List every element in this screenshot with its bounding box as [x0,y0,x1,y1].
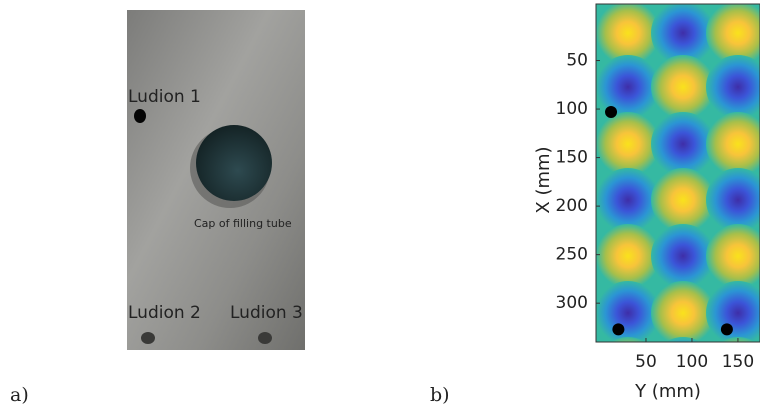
ludion-label: Ludion 3 [230,303,303,323]
field-blob [706,224,760,288]
field-blob [651,112,715,176]
ludion-label: Ludion 2 [128,303,201,323]
field-blob [596,4,660,65]
photo [127,10,305,350]
panel-label: a) [10,384,29,406]
field-blob [706,168,760,232]
ludion-label: Ludion 1 [128,87,201,107]
y-tick-label: 300 [556,293,588,313]
ludion-point [720,323,733,336]
field-blob [706,55,760,119]
x-axis-label: Y (mm) [634,381,701,402]
y-tick-label: 250 [556,245,588,265]
cap-label: Cap of filling tube [194,217,292,230]
ludion-point [605,105,618,118]
y-tick-label: 100 [556,99,588,119]
field-blob [596,112,660,176]
field-blob [596,168,660,232]
y-axis-label: X (mm) [533,146,554,213]
field-blob [596,281,660,342]
x-tick-label: 150 [722,352,754,372]
field-blob [651,224,715,288]
x-tick-label: 100 [676,352,708,372]
y-tick-label: 50 [566,51,588,71]
plot-frame [595,3,760,343]
field-blob [651,168,715,232]
field-blob [610,337,646,342]
field-blob [706,281,760,342]
field-blob [706,4,760,65]
y-tick-label: 200 [556,196,588,216]
y-tick-label: 150 [556,148,588,168]
field-blob [651,4,715,65]
field-blob [651,281,715,342]
field-blob [596,55,660,119]
heatmap [596,4,760,342]
ludion-point [612,323,625,336]
field-blob [706,112,760,176]
panel-label: b) [430,384,450,406]
field-blob [596,224,660,288]
x-tick-label: 50 [635,352,657,372]
field-blob [651,55,715,119]
